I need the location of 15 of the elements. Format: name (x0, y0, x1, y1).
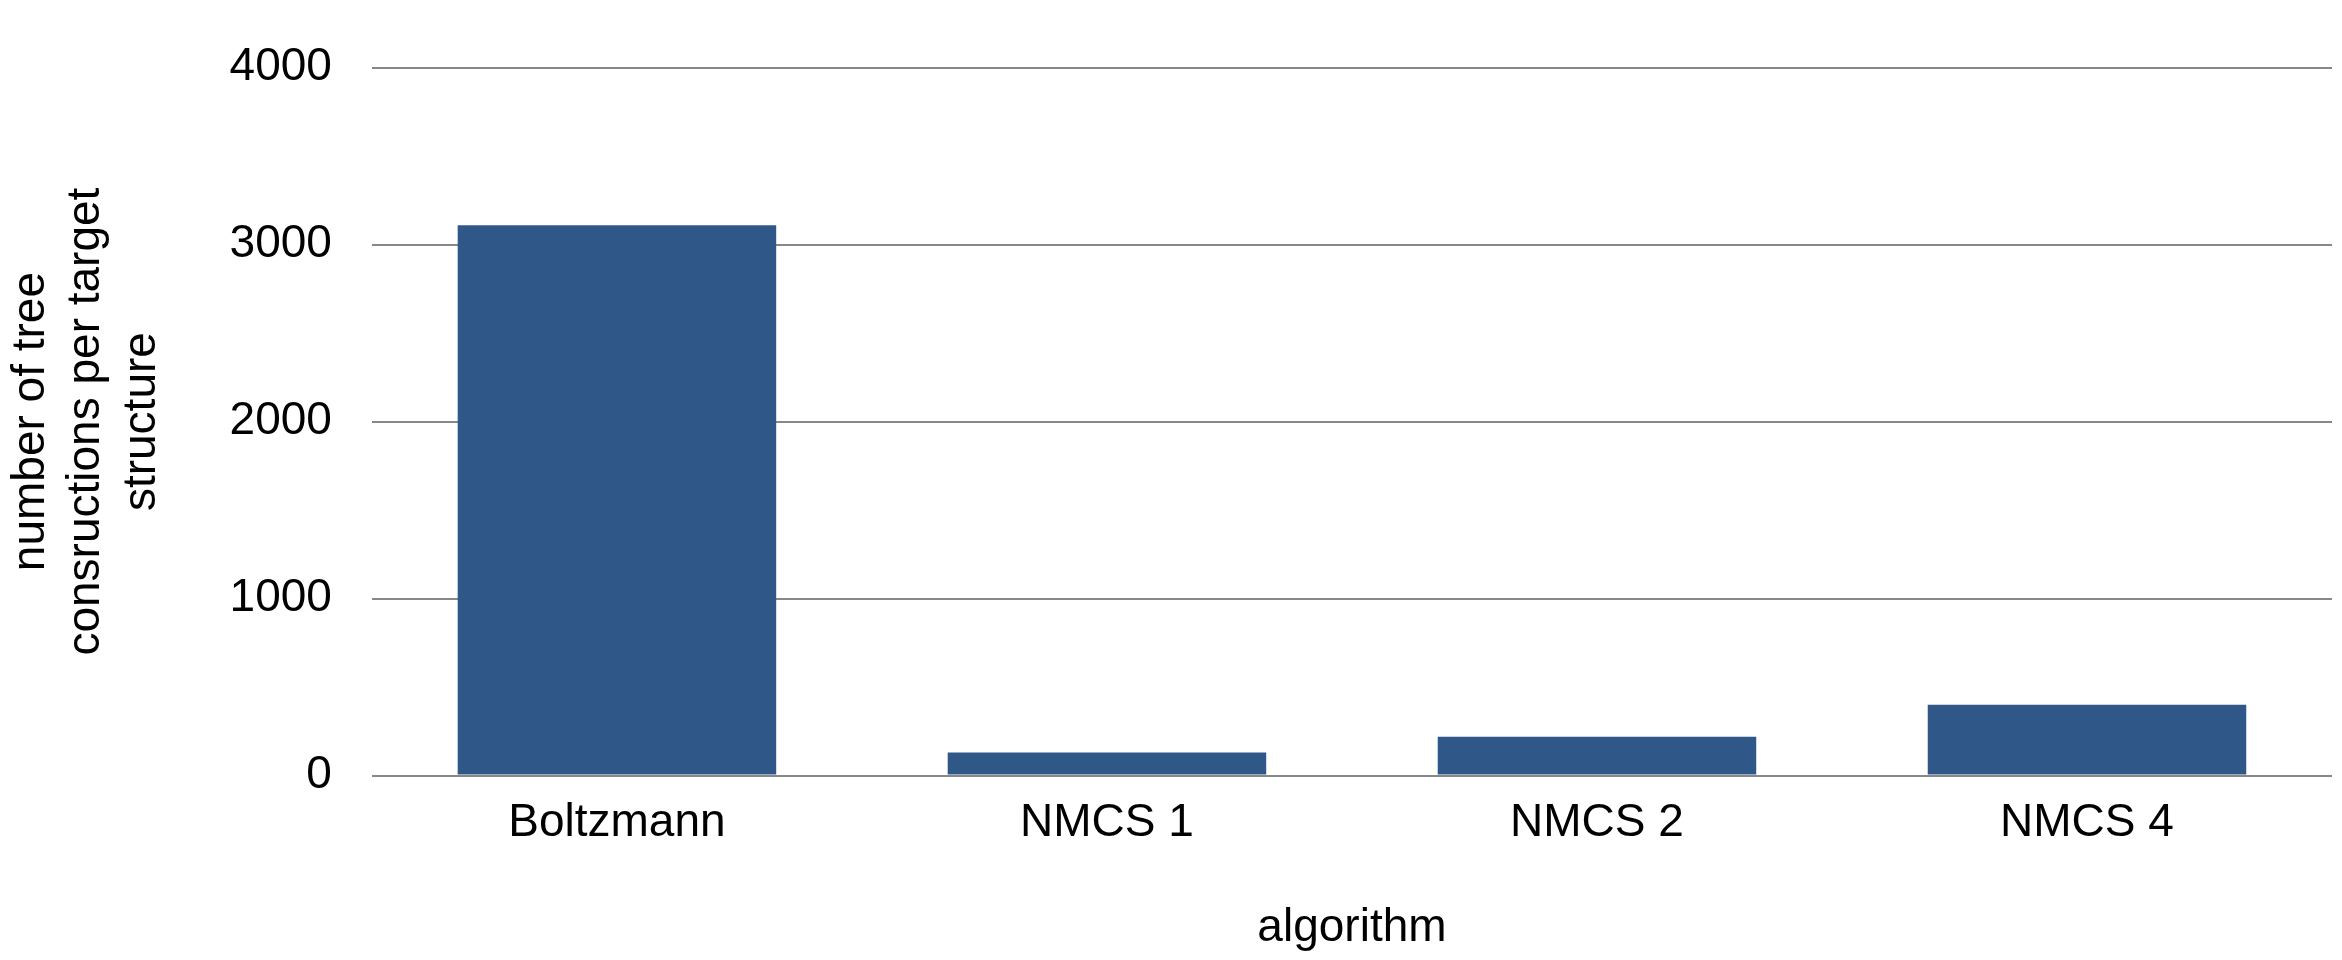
y-tick-label: 4000 (229, 38, 332, 91)
bar (457, 225, 777, 775)
y-tick-label: 2000 (229, 392, 332, 445)
x-tick-label: NMCS 2 (1510, 793, 1684, 846)
y-tick-label: 1000 (229, 569, 332, 622)
y-tick-label: 3000 (229, 215, 332, 268)
x-tick-label: NMCS 1 (1020, 793, 1194, 846)
y-axis-title: number of tree consructions per target structure (2, 187, 165, 656)
bar (1437, 736, 1757, 775)
x-axis-title: algorithm (1257, 899, 1447, 952)
bar (947, 752, 1267, 775)
y-tick-label: 0 (306, 746, 332, 799)
x-tick-label: NMCS 4 (2000, 793, 2174, 846)
bar (1927, 704, 2247, 775)
x-tick-label: Boltzmann (508, 793, 726, 846)
